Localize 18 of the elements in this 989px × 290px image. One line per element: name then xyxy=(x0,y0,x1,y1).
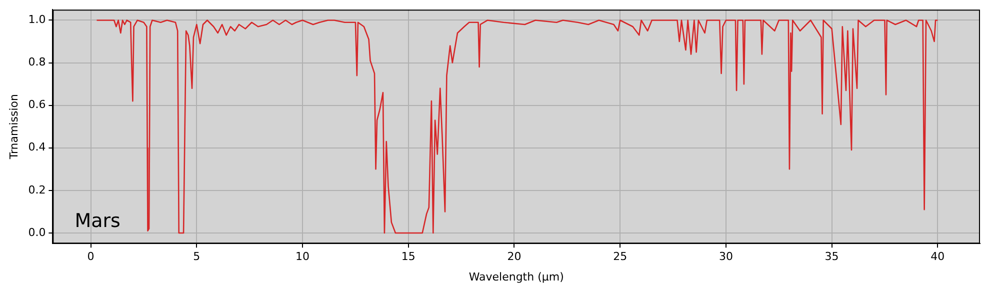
x-tick-label: 10 xyxy=(296,250,310,264)
y-tick-label: 0.2 xyxy=(28,183,46,196)
x-tick-label: 20 xyxy=(507,250,522,264)
x-tick-label: 15 xyxy=(401,250,416,264)
y-axis-title: Trnamission xyxy=(7,94,20,160)
x-tick-label: 35 xyxy=(824,250,839,264)
y-tick-label: 0.8 xyxy=(28,56,46,69)
annotation: Mars xyxy=(74,210,120,232)
y-tick-label: 0.4 xyxy=(28,140,46,154)
y-tick-label: 0.6 xyxy=(28,98,46,112)
x-tick-label: 40 xyxy=(930,250,945,264)
y-tick-label: 1.0 xyxy=(28,13,46,26)
x-tick-label: 30 xyxy=(718,250,733,264)
x-tick-label: 5 xyxy=(193,250,200,264)
x-axis-title: Wavelength (μm) xyxy=(468,270,564,284)
x-tick-label: 0 xyxy=(87,250,94,264)
x-tick-label: 25 xyxy=(613,250,628,264)
y-tick-label: 0.0 xyxy=(28,226,46,239)
